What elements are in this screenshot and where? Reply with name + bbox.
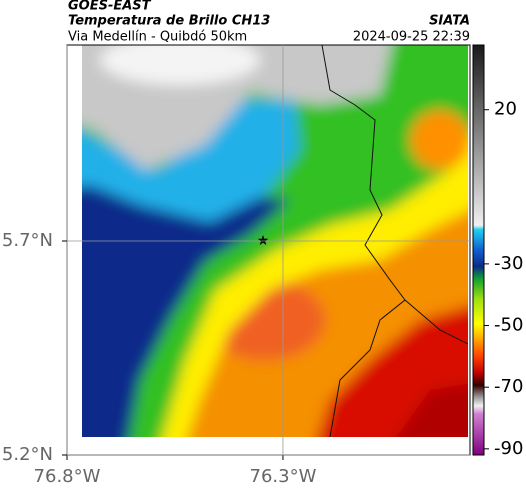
x-tick-label: 76.8°W: [34, 466, 101, 487]
x-tick-label: 76.3°W: [250, 466, 317, 487]
colorbar-tick-label: -90: [494, 438, 523, 459]
source: SIATA: [429, 14, 470, 29]
location: Via Medellín - Quibdó 50km: [68, 30, 247, 45]
border-line: [321, 45, 406, 437]
y-tick-label: 5.2°N: [2, 444, 53, 465]
colorbar-tick-label: -30: [494, 253, 523, 274]
y-tick-label: 5.7°N: [2, 230, 53, 251]
colorbar: [472, 44, 485, 456]
subtitle: Temperatura de Brillo CH13: [68, 14, 270, 29]
timestamp: 2024-09-25 22:39: [353, 30, 470, 45]
colorbar-tick-label: -50: [494, 315, 523, 336]
colorbar-tick-label: 20: [494, 99, 517, 120]
border-line: [404, 299, 468, 345]
satellite-image: [82, 45, 468, 437]
colorbar-tick-label: -70: [494, 376, 523, 397]
title: GOES-EAST: [68, 0, 152, 14]
